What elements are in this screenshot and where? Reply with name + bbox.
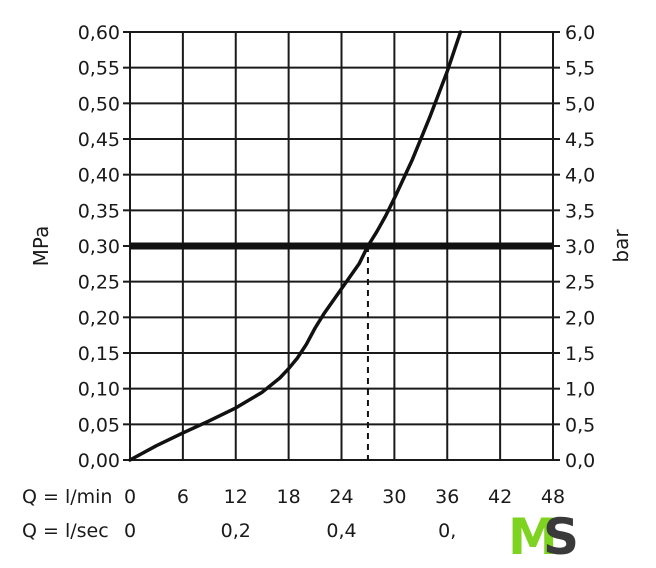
y-tick-label-left: 0,05 [78, 414, 120, 436]
logo-letter-m: M [508, 508, 558, 566]
x-tick-label-lmin: 30 [382, 486, 406, 508]
y-tick-label-left: 0,45 [78, 129, 120, 151]
logo-letter-s: S [543, 508, 579, 566]
tick-labels: 0,00 0,00,05 0,50,10 1,00,15 1,50,20 2,00,25 2… [78, 22, 596, 542]
y-tick-label-left: 0,25 [78, 272, 120, 294]
x-tick-label-lsec: 0,4 [326, 520, 356, 542]
y-tick-label-right: 3,0 [565, 236, 595, 258]
x-axis-flow-label: Q = l/min [22, 486, 112, 508]
x-tick-label-lmin: 12 [224, 486, 248, 508]
x-tick-label-lmin: 0 [124, 486, 136, 508]
y-tick-label-left: 0,40 [78, 165, 120, 187]
y-tick-label-left: 0,35 [78, 200, 120, 222]
ms-logo: M S [508, 508, 579, 566]
y-tick-label-left: 0,20 [78, 307, 120, 329]
x-tick-label-lmin: 18 [277, 486, 301, 508]
y-axis-title-right: bar [609, 229, 633, 263]
y-tick-label-right: 0,0 [565, 450, 595, 472]
y-tick-label-right: 3,5 [565, 200, 595, 222]
y-tick-label-left: 0,10 [78, 379, 120, 401]
series-line [128, 30, 463, 462]
x-axis-sec-label: Q = l/sec [22, 520, 109, 542]
x-tick-label-lmin: 42 [488, 486, 512, 508]
y-tick-label-right: 1,0 [565, 379, 595, 401]
series-group [128, 30, 463, 462]
x-tick-label-lmin: 24 [329, 486, 353, 508]
y-tick-label-right: 1,5 [565, 343, 595, 365]
y-tick-label-right: 4,0 [565, 165, 595, 187]
y-tick-label-left: 0,15 [78, 343, 120, 365]
y-tick-label-right: 0,5 [565, 414, 595, 436]
y-tick-label-left: 0,00 [78, 450, 120, 472]
y-axis-title-left: MPa [29, 226, 53, 267]
y-tick-label-right: 2,0 [565, 307, 595, 329]
y-tick-label-left: 0,60 [78, 22, 120, 44]
reference-line-group [130, 242, 553, 460]
y-tick-label-right: 2,5 [565, 272, 595, 294]
y-tick-label-left: 0,55 [78, 58, 120, 80]
x-tick-label-lmin: 48 [541, 486, 565, 508]
x-tick-label-lsec: 0,2 [221, 520, 251, 542]
y-tick-label-right: 5,5 [565, 58, 595, 80]
x-tick-label-lsec: 0, [438, 520, 456, 542]
y-tick-label-right: 6,0 [565, 22, 595, 44]
y-tick-label-left: 0,50 [78, 93, 120, 115]
y-tick-label-right: 5,0 [565, 93, 595, 115]
x-tick-label-lsec: 0 [124, 520, 136, 542]
x-tick-label-lmin: 6 [177, 486, 189, 508]
y-tick-label-left: 0,30 [78, 236, 120, 258]
x-tick-label-lmin: 36 [435, 486, 459, 508]
y-tick-label-right: 4,5 [565, 129, 595, 151]
